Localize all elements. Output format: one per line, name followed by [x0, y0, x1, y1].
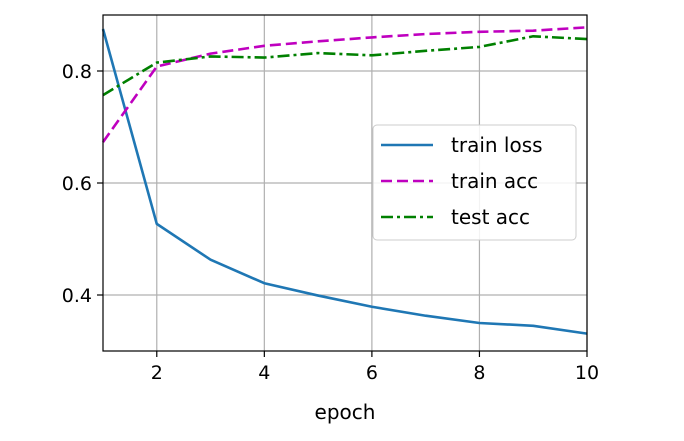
series-line-train-acc: [101, 26, 588, 143]
x-tick-label: 6: [366, 362, 378, 384]
series-lines: [101, 26, 588, 335]
legend: train loss train acc test acc: [372, 124, 577, 241]
y-tick-label: 0.4: [62, 285, 92, 307]
y-tick-label: 0.6: [62, 173, 92, 195]
legend-box: [372, 124, 577, 241]
y-tick-label: 0.8: [62, 61, 92, 83]
series-line-train-loss: [101, 28, 588, 335]
legend-label: train acc: [451, 169, 538, 193]
legend-label: test acc: [451, 205, 530, 229]
x-tick-label: 10: [575, 362, 599, 384]
axis-ticks: 2 4 6 8 10 0.4 0.6 0.8: [62, 61, 599, 384]
x-tick-label: 4: [258, 362, 270, 384]
series-line-test-acc: [102, 34, 588, 97]
x-tick-label: 2: [151, 362, 163, 384]
x-tick-label: 8: [473, 362, 485, 384]
x-axis-label: epoch: [315, 400, 376, 424]
legend-label: train loss: [451, 133, 543, 157]
